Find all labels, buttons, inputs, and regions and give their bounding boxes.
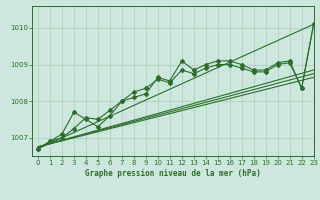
X-axis label: Graphe pression niveau de la mer (hPa): Graphe pression niveau de la mer (hPa) bbox=[85, 169, 261, 178]
